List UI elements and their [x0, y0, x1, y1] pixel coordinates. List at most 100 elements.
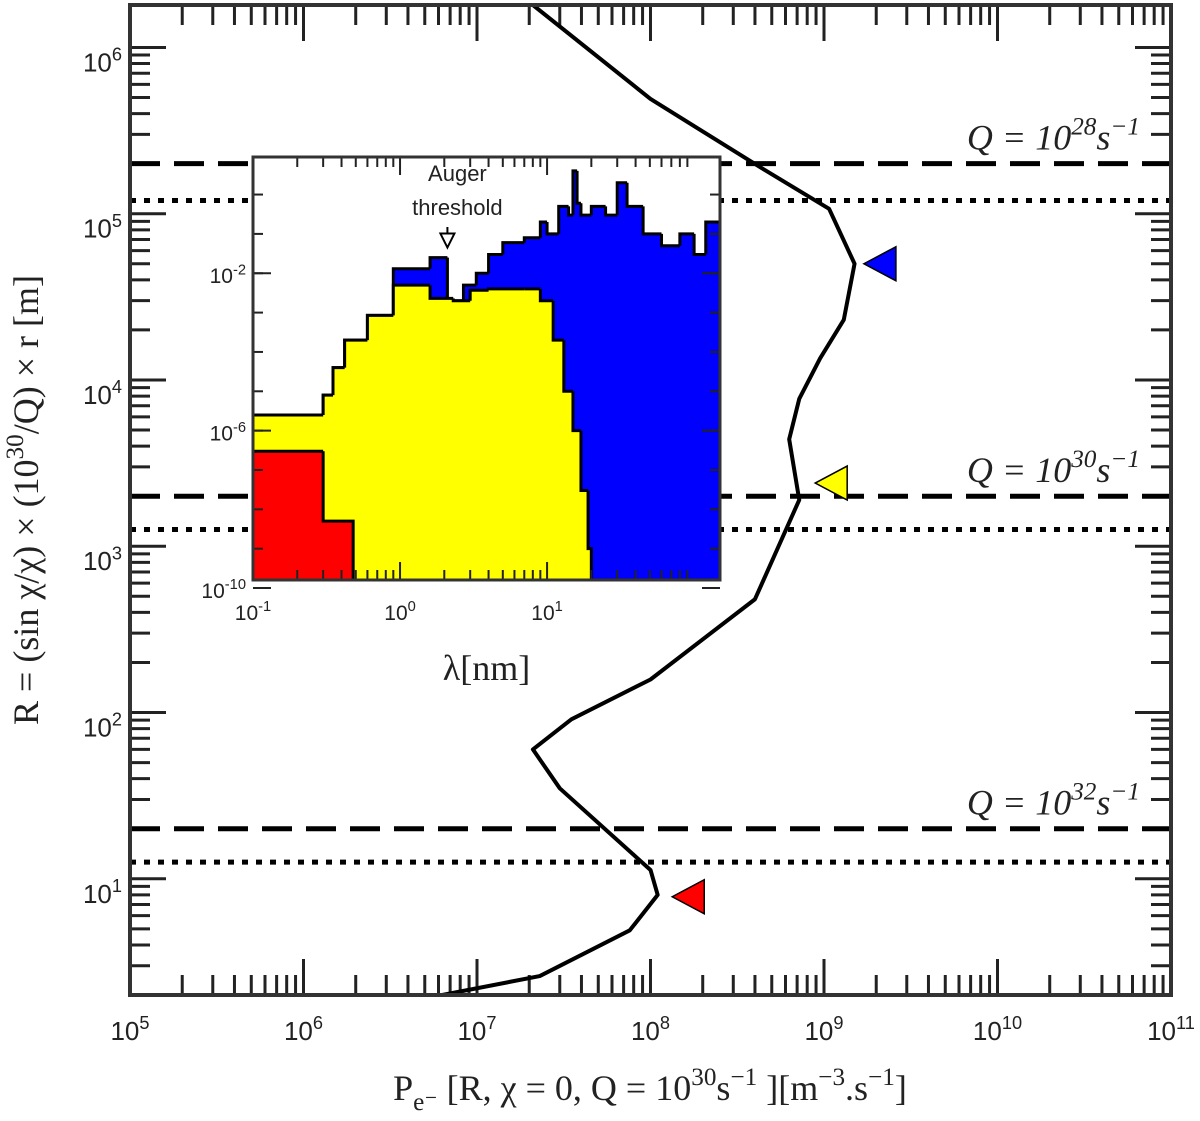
tick-base: 10	[631, 1016, 660, 1046]
label-part: s	[1096, 783, 1110, 823]
inset-x-tick-label: 101	[531, 599, 563, 625]
step-bar	[705, 222, 721, 580]
label-part: −1	[1110, 446, 1140, 473]
tick-base: 10	[284, 1016, 313, 1046]
label-part: s	[1096, 118, 1110, 158]
step-bar	[540, 300, 554, 580]
step-outline	[474, 271, 489, 286]
tick-exp: 4	[112, 377, 122, 397]
step-bar	[679, 233, 695, 580]
tick-exp: 3	[112, 543, 122, 563]
label-part: ][m	[757, 1068, 818, 1108]
label-part: .s	[845, 1068, 868, 1108]
step-outline	[343, 338, 368, 368]
step-bar	[393, 285, 431, 580]
x-axis-label: Pe⁻ [R, χ = 0, Q = 1030s−1 ][m−3.s−1]	[393, 1064, 907, 1116]
tick-exp: 1	[555, 599, 563, 615]
tick-base: 10	[973, 1016, 1002, 1046]
x-tick-label: 109	[804, 1013, 843, 1046]
inset-x-tick-label: 10-1	[235, 599, 271, 625]
tick-exp: 5	[139, 1013, 149, 1033]
step-outline	[321, 393, 333, 415]
tick-exp: 1	[112, 876, 122, 896]
step-outline	[487, 252, 503, 274]
tick-exp: 6	[313, 1013, 323, 1033]
step-bar	[323, 395, 334, 580]
step-bar	[605, 215, 618, 580]
tick-exp: -1	[258, 599, 271, 615]
step-outline	[331, 366, 345, 396]
step-bar	[694, 254, 707, 580]
step-outline	[501, 241, 525, 255]
x-tick-label: 107	[457, 1013, 496, 1046]
plot-frame	[128, 3, 1173, 997]
step-bar	[580, 490, 589, 580]
label-part: 32	[1070, 779, 1097, 806]
tick-base: 10	[83, 214, 112, 244]
step-bar	[627, 206, 644, 580]
step-bar	[470, 290, 490, 580]
label-part: [R, χ = 0, Q = 10	[438, 1068, 692, 1108]
step-outline	[321, 451, 355, 580]
step-outline	[641, 206, 662, 236]
tick-exp: 5	[112, 211, 122, 231]
step-bar	[453, 300, 471, 580]
tick-base: 10	[83, 713, 112, 743]
step-outline	[451, 298, 471, 303]
tick-exp: -6	[233, 420, 246, 436]
tick-base: 10	[83, 47, 112, 77]
label-part: 30	[2, 434, 29, 459]
step-outline	[678, 232, 695, 246]
inset-frame	[251, 155, 722, 582]
tick-exp: 6	[112, 45, 122, 65]
step-outline	[468, 288, 489, 301]
y-tick-label: 104	[83, 377, 122, 410]
step-bar	[572, 170, 578, 580]
tick-exp: -2	[233, 262, 246, 278]
label-part: 30	[691, 1064, 716, 1091]
y-tick-label: 103	[83, 543, 122, 576]
step-outline	[615, 181, 628, 216]
step-bar	[661, 245, 681, 580]
tick-exp: -10	[225, 577, 246, 593]
label-part: Q = 10	[967, 450, 1071, 490]
tick-base: 10	[210, 265, 233, 288]
step-outline	[557, 204, 569, 234]
step-outline	[579, 430, 589, 493]
marker	[862, 245, 897, 283]
tick-base: 10	[110, 1016, 139, 1046]
step-bar	[591, 206, 607, 580]
tick-base: 10	[83, 546, 112, 576]
tick-exp: 9	[833, 1013, 843, 1033]
tick-base: 10	[804, 1016, 833, 1046]
tick-base: 10	[83, 380, 112, 410]
step-outline	[538, 288, 554, 303]
reference-label: Q = 1030s−1	[967, 446, 1140, 490]
step-outline	[589, 204, 606, 216]
step-outline	[604, 206, 618, 217]
tick-exp: 11	[1176, 1013, 1195, 1033]
tick-base: 10	[1147, 1016, 1176, 1046]
step-bar	[553, 340, 565, 580]
step-outline	[428, 256, 448, 269]
label-part: s	[1096, 450, 1110, 490]
inset-y-tick-label: 10-2	[210, 262, 246, 288]
label-part: P	[393, 1068, 413, 1108]
tick-base: 10	[384, 602, 407, 625]
label-part: 28	[1071, 114, 1097, 141]
step-outline	[562, 340, 573, 393]
label-part: −1	[730, 1064, 757, 1091]
step-outline	[365, 313, 394, 341]
step-outline	[659, 233, 680, 248]
x-tick-label: 106	[284, 1013, 323, 1046]
x-tick-label: 108	[631, 1013, 670, 1046]
annotation-text: threshold	[412, 195, 503, 220]
inset-y-tick-label: 10-6	[210, 420, 246, 446]
step-bar	[488, 288, 525, 580]
label-part: Q = 10	[967, 783, 1071, 823]
tick-exp: 7	[486, 1013, 496, 1033]
step-bar	[253, 451, 324, 580]
step-outline	[625, 182, 644, 208]
tick-base: 10	[531, 602, 554, 625]
